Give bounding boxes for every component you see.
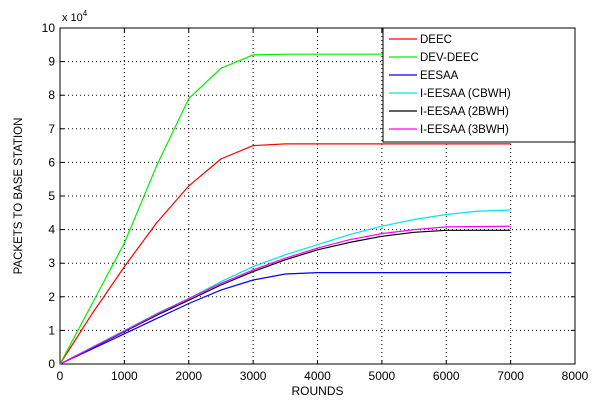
legend-label-eesaa: EESAA — [420, 70, 459, 82]
x-tick-label: 4000 — [304, 369, 331, 383]
y-axis-multiplier-exponent: 4 — [83, 9, 88, 18]
legend-label-deec: DEEC — [420, 34, 452, 46]
legend-label-i-eesaa-3bwh: I-EESAA (3BWH) — [420, 124, 509, 136]
y-tick-label: 6 — [48, 155, 55, 169]
x-tick-label: 3000 — [240, 369, 267, 383]
legend-entries: DEEC DEV-DEEC EESAA I-EESAA (CBWH) I-EESAA (… — [389, 34, 511, 136]
legend-label-i-eesaa-cbwh: I-EESAA (CBWH) — [420, 88, 511, 100]
legend-label-dev-deec: DEV-DEEC — [420, 52, 479, 64]
axis-ticks: 0 1000 2000 3000 4000 5000 6000 7000 8000 0 1 2 3 4 5 6… — [42, 21, 589, 383]
y-tick-label: 1 — [48, 323, 55, 337]
y-tick-label: 4 — [48, 223, 55, 237]
y-tick-label: 10 — [42, 21, 56, 35]
y-tick-label: 7 — [48, 122, 55, 136]
y-tick-label: 8 — [48, 88, 55, 102]
y-tick-label: 2 — [48, 290, 55, 304]
y-axis-multiplier-base: x 10 — [62, 12, 83, 24]
x-tick-label: 6000 — [433, 369, 460, 383]
y-tick-label: 3 — [48, 256, 55, 270]
grid — [60, 28, 575, 364]
legend-box — [382, 27, 576, 143]
legend-label-i-eesaa-2bwh: I-EESAA (2BWH) — [420, 106, 509, 118]
y-tick-label: 5 — [48, 189, 55, 203]
series-line-i-eesaa-cbwh — [59, 209, 511, 365]
x-tick-label: 1000 — [111, 369, 138, 383]
x-tick-label: 0 — [57, 369, 64, 383]
series-line-deec — [59, 143, 511, 365]
y-axis-label: PACKETS TO BASE STATION — [13, 118, 25, 275]
x-tick-label: 7000 — [497, 369, 524, 383]
x-tick-label: 2000 — [175, 369, 202, 383]
y-tick-label: 0 — [48, 357, 55, 371]
y-axis-multiplier: x 104 — [62, 9, 88, 24]
y-tick-label: 9 — [48, 55, 55, 69]
series-line-i-eesaa-3bwh — [59, 225, 511, 365]
series-line-eesaa — [59, 272, 511, 365]
legend: DEEC DEV-DEEC EESAA I-EESAA (CBWH) I-EESAA (… — [382, 27, 576, 143]
x-axis-label: ROUNDS — [291, 384, 343, 398]
x-tick-label: 8000 — [562, 369, 589, 383]
x-tick-label: 5000 — [369, 369, 396, 383]
